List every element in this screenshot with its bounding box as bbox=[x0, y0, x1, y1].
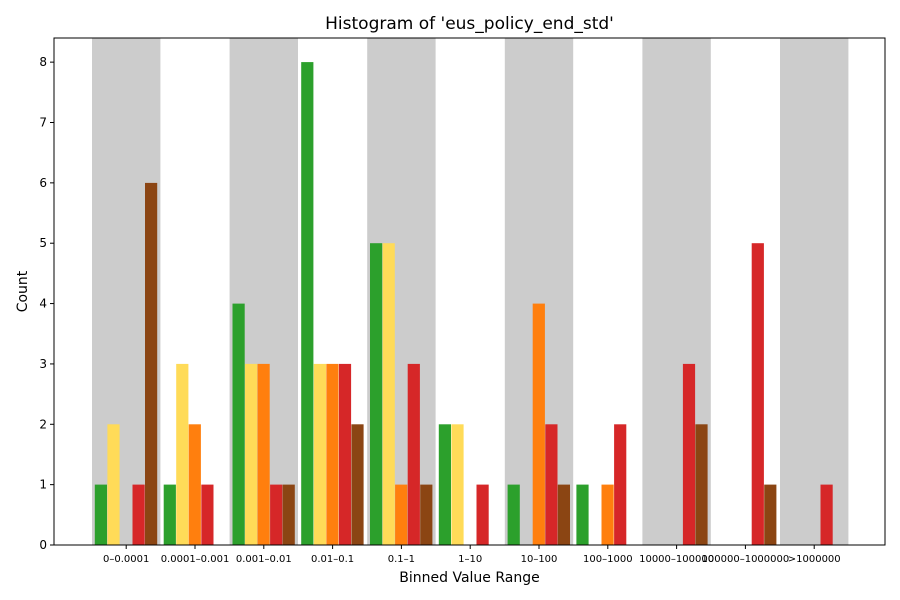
bar-s3-c4 bbox=[407, 363, 420, 545]
y-tick-label: 6 bbox=[39, 176, 47, 190]
bar-s0-c5 bbox=[438, 424, 451, 545]
bar-s3-c9 bbox=[751, 243, 764, 545]
x-tick-label: 10–100 bbox=[521, 554, 558, 565]
y-tick-label: 0 bbox=[39, 538, 47, 552]
x-tick-label: >1000000 bbox=[788, 554, 841, 565]
bar-layer bbox=[94, 62, 833, 545]
bar-s1-c0 bbox=[107, 424, 120, 545]
x-tick-label: 0–0.0001 bbox=[103, 554, 149, 565]
y-tick-label: 3 bbox=[39, 357, 47, 371]
bar-s0-c6 bbox=[507, 484, 520, 545]
bar-s3-c2 bbox=[270, 484, 283, 545]
y-tick-label: 4 bbox=[39, 297, 47, 311]
bar-s2-c6 bbox=[532, 303, 545, 545]
bar-s0-c1 bbox=[163, 484, 176, 545]
x-tick-label: 1–10 bbox=[458, 554, 482, 565]
bar-s2-c4 bbox=[395, 484, 408, 545]
bar-s3-c5 bbox=[476, 484, 489, 545]
x-tick-label: 0.01–0.1 bbox=[311, 554, 354, 565]
bar-s4-c9 bbox=[764, 484, 777, 545]
x-tick-label: 0.1–1 bbox=[388, 554, 415, 565]
bar-s3-c0 bbox=[132, 484, 145, 545]
bar-s0-c7 bbox=[576, 484, 589, 545]
y-tick-label: 8 bbox=[39, 55, 47, 69]
band-layer bbox=[92, 38, 849, 545]
bar-s4-c4 bbox=[420, 484, 433, 545]
bar-s2-c2 bbox=[257, 363, 270, 545]
bar-s1-c1 bbox=[176, 363, 189, 545]
chart-title: Histogram of 'eus_policy_end_std' bbox=[325, 14, 614, 34]
bar-s4-c8 bbox=[695, 424, 708, 545]
bar-s2-c1 bbox=[188, 424, 201, 545]
y-axis-label: Count bbox=[15, 270, 31, 312]
y-tick-label: 7 bbox=[39, 116, 47, 130]
band-10 bbox=[780, 38, 849, 545]
plot-frame bbox=[53, 37, 886, 546]
bar-s1-c2 bbox=[245, 363, 258, 545]
x-tick-label: 0.001–0.01 bbox=[236, 554, 292, 565]
x-tick-label: 0.0001–0.001 bbox=[161, 554, 230, 565]
bar-s0-c3 bbox=[301, 62, 314, 545]
bar-s4-c0 bbox=[145, 182, 158, 545]
y-tick-label: 5 bbox=[39, 236, 47, 250]
y-tick-label: 2 bbox=[39, 417, 47, 431]
x-tick-label: 100–1000 bbox=[583, 554, 633, 565]
y-axis: 0 1 2 3 4 5 6 7 8 bbox=[39, 55, 54, 552]
bar-s3-c3 bbox=[338, 363, 352, 545]
bar-s1-c3 bbox=[313, 363, 326, 545]
y-tick-label: 1 bbox=[39, 478, 47, 492]
bar-s1-c5 bbox=[451, 424, 464, 545]
bar-s1-c4 bbox=[382, 243, 395, 545]
x-axis-label: Binned Value Range bbox=[399, 570, 539, 586]
x-tick-label: 10000–100000 bbox=[639, 554, 714, 565]
bar-s3-c8 bbox=[682, 363, 696, 545]
bar-s3-c10 bbox=[820, 484, 833, 545]
bar-s2-c7 bbox=[601, 484, 614, 545]
bar-s4-c6 bbox=[557, 484, 570, 545]
bar-s0-c0 bbox=[94, 484, 107, 545]
bar-s0-c2 bbox=[232, 303, 245, 545]
bar-s3-c1 bbox=[201, 484, 214, 545]
bar-s4-c3 bbox=[351, 424, 364, 545]
bar-s0-c4 bbox=[370, 243, 383, 545]
bar-s2-c3 bbox=[326, 363, 339, 545]
x-axis: 0–0.0001 0.0001–0.001 0.001–0.01 0.01–0.1 0.… bbox=[103, 545, 841, 565]
x-tick-label: 100000–1000000 bbox=[702, 554, 790, 565]
bar-s3-c6 bbox=[545, 424, 558, 545]
bar-s4-c2 bbox=[282, 484, 295, 545]
bar-s3-c7 bbox=[614, 424, 627, 545]
